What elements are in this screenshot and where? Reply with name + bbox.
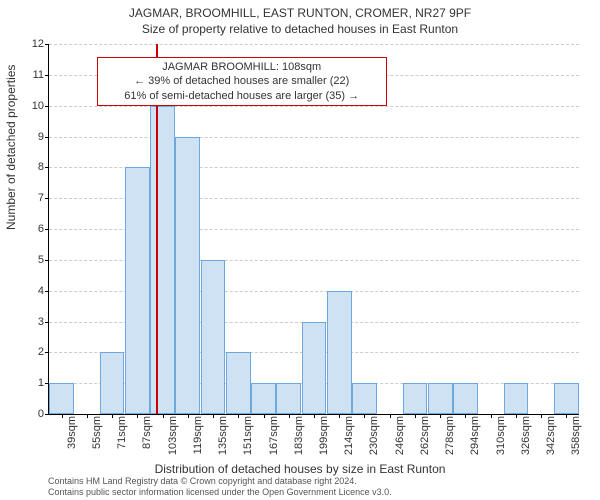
histogram-bar [428,383,453,414]
histogram-bar [276,383,301,414]
y-tick-mark [45,75,49,76]
x-tick-label: 87sqm [141,416,153,466]
y-tick-label: 0 [24,408,44,420]
y-tick-mark [45,198,49,199]
histogram-bar [201,260,226,414]
x-tick-label: 342sqm [545,416,557,466]
x-tick-label: 55sqm [91,416,103,466]
x-tick-mark [541,414,542,418]
x-tick-mark [339,414,340,418]
x-tick-mark [163,414,164,418]
y-tick-mark [45,352,49,353]
x-tick-label: 278sqm [444,416,456,466]
x-tick-label: 230sqm [368,416,380,466]
footer-attribution: Contains HM Land Registry data © Crown c… [48,476,392,498]
x-tick-mark [213,414,214,418]
x-tick-label: 199sqm [318,416,330,466]
y-tick-label: 10 [24,100,44,112]
y-tick-label: 7 [24,192,44,204]
y-tick-mark [45,44,49,45]
x-tick-label: 151sqm [242,416,254,466]
footer-line2: Contains public sector information licen… [48,487,392,498]
x-tick-label: 39sqm [66,416,78,466]
x-tick-label: 358sqm [570,416,582,466]
x-tick-mark [465,414,466,418]
x-tick-mark [264,414,265,418]
x-tick-mark [112,414,113,418]
x-tick-label: 310sqm [495,416,507,466]
x-tick-mark [87,414,88,418]
y-tick-mark [45,414,49,415]
histogram-bar [352,383,377,414]
x-tick-mark [137,414,138,418]
y-tick-label: 4 [24,285,44,297]
histogram-bar [504,383,529,414]
histogram-bar [125,167,150,414]
histogram-bar [327,291,352,414]
x-tick-label: 71sqm [116,416,128,466]
y-tick-label: 3 [24,316,44,328]
x-tick-mark [364,414,365,418]
x-tick-mark [566,414,567,418]
annotation-box: JAGMAR BROOMHILL: 108sqm← 39% of detache… [97,57,387,106]
y-tick-label: 1 [24,377,44,389]
y-tick-mark [45,322,49,323]
gridline-h [49,44,579,45]
y-tick-mark [45,291,49,292]
x-tick-mark [415,414,416,418]
x-tick-mark [238,414,239,418]
histogram-bar [453,383,478,414]
histogram-bar [175,137,200,415]
annotation-line3: 61% of semi-detached houses are larger (… [102,89,382,103]
x-axis-label: Distribution of detached houses by size … [0,462,600,476]
x-tick-mark [390,414,391,418]
y-tick-mark [45,137,49,138]
histogram-bar [403,383,428,414]
x-tick-mark [188,414,189,418]
y-tick-mark [45,260,49,261]
chart-container: JAGMAR, BROOMHILL, EAST RUNTON, CROMER, … [0,0,600,500]
x-tick-label: 294sqm [469,416,481,466]
y-axis-label: Number of detached properties [4,65,18,230]
y-tick-label: 5 [24,254,44,266]
x-tick-label: 135sqm [217,416,229,466]
x-tick-mark [62,414,63,418]
x-tick-mark [289,414,290,418]
histogram-bar [226,352,251,414]
histogram-bar [150,106,175,414]
histogram-bar [554,383,579,414]
x-tick-mark [440,414,441,418]
annotation-line2: ← 39% of detached houses are smaller (22… [102,74,382,88]
x-tick-label: 183sqm [293,416,305,466]
footer-line1: Contains HM Land Registry data © Crown c… [48,476,392,487]
plot-area: 012345678910111239sqm55sqm71sqm87sqm103s… [48,44,579,415]
y-tick-label: 2 [24,346,44,358]
x-tick-label: 214sqm [343,416,355,466]
y-tick-mark [45,229,49,230]
x-tick-label: 119sqm [192,416,204,466]
y-tick-label: 12 [24,38,44,50]
y-tick-label: 9 [24,131,44,143]
x-tick-label: 167sqm [268,416,280,466]
y-tick-label: 11 [24,69,44,81]
x-tick-label: 326sqm [520,416,532,466]
annotation-line1: JAGMAR BROOMHILL: 108sqm [102,60,382,74]
gridline-h [49,137,579,138]
histogram-bar [302,322,327,415]
histogram-bar [100,352,125,414]
y-tick-mark [45,106,49,107]
chart-title-line1: JAGMAR, BROOMHILL, EAST RUNTON, CROMER, … [0,0,600,20]
x-tick-mark [516,414,517,418]
y-tick-label: 8 [24,161,44,173]
y-tick-mark [45,167,49,168]
x-tick-mark [491,414,492,418]
x-tick-label: 246sqm [394,416,406,466]
y-tick-label: 6 [24,223,44,235]
chart-title-line2: Size of property relative to detached ho… [0,20,600,36]
x-tick-label: 262sqm [419,416,431,466]
x-tick-label: 103sqm [167,416,179,466]
histogram-bar [49,383,74,414]
histogram-bar [251,383,276,414]
x-tick-mark [314,414,315,418]
